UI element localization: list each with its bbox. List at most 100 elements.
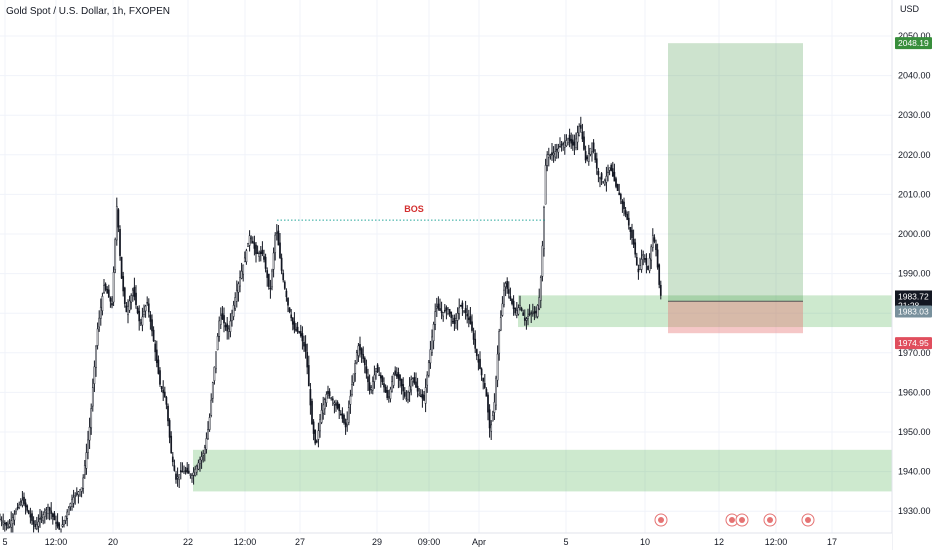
candle-body [274, 234, 277, 253]
candle-body [562, 143, 565, 145]
candle-body [235, 289, 238, 302]
candle-body [323, 399, 326, 410]
candle-body [114, 239, 117, 270]
candle-body [175, 473, 177, 480]
candle-body [216, 336, 219, 351]
candle-body [584, 151, 587, 161]
candle-body [490, 424, 493, 432]
candle-body [282, 272, 285, 281]
candle-body [157, 359, 160, 374]
candle-body [485, 389, 488, 397]
candle-body [279, 242, 281, 258]
long-position-stop-area[interactable] [668, 301, 803, 334]
us-flag-event-icon[interactable] [801, 513, 815, 527]
candle-body [298, 331, 301, 333]
price-tick-label: 2040.00 [898, 71, 931, 81]
candle-body [339, 414, 342, 416]
candle-body [99, 306, 102, 319]
candle-body [467, 317, 470, 321]
candle-body [642, 254, 645, 257]
candle-body [229, 320, 232, 332]
candle-body [128, 300, 131, 311]
us-flag-event-icon-dot [729, 517, 735, 523]
us-flag-event-icon[interactable] [725, 513, 739, 527]
candle-body [98, 317, 101, 328]
candle-body [173, 465, 176, 471]
price-tick-label: 2020.00 [898, 150, 931, 160]
time-tick-label: 27 [295, 537, 305, 547]
candle-body [367, 376, 369, 383]
candle-body [610, 164, 613, 171]
us-flag-event-icon-dot [805, 517, 811, 523]
candle-body [651, 235, 654, 248]
candle-body [586, 156, 589, 160]
long-position-target-area[interactable] [668, 43, 803, 302]
candle-body [232, 305, 235, 317]
us-flag-event-icon[interactable] [763, 513, 777, 527]
candle-body [48, 507, 51, 511]
candle-body [160, 386, 163, 389]
candle-body [67, 507, 70, 516]
us-flag-event-icon[interactable] [735, 513, 749, 527]
time-tick-label: 12:00 [234, 537, 257, 547]
candle-body [101, 296, 104, 311]
candle-body [567, 138, 569, 144]
candle-body [207, 429, 209, 440]
time-tick-label: 5 [563, 537, 568, 547]
price-axis-panel[interactable] [892, 0, 932, 550]
candle-body [544, 165, 547, 205]
candle-body [431, 336, 433, 353]
candle-body [368, 382, 371, 391]
candle-body [251, 240, 254, 244]
candle-body [253, 242, 256, 249]
candle-body [312, 421, 315, 434]
candle-body [443, 310, 446, 312]
candle-body [423, 394, 425, 401]
candle-body [322, 404, 325, 414]
lightning-event-icon[interactable] [654, 513, 668, 527]
candle-body [333, 402, 336, 405]
candle-body [315, 440, 318, 443]
candle-body [474, 338, 477, 349]
candle-body [18, 504, 21, 508]
candle-body [416, 385, 419, 392]
time-tick-label: 12:00 [765, 537, 788, 547]
candle-body [458, 307, 461, 315]
candle-body [631, 229, 633, 239]
candle-body [34, 524, 37, 527]
candle-body [221, 313, 224, 320]
candle-body [328, 391, 331, 397]
candle-body [346, 419, 349, 426]
candle-body [621, 200, 624, 204]
candle-body [519, 305, 521, 308]
candle-body [287, 297, 289, 306]
candle-body [117, 209, 120, 228]
candle-body [643, 258, 646, 260]
candle-body [111, 303, 113, 306]
candle-body [202, 453, 205, 456]
candle-body [466, 313, 469, 317]
candle-body [309, 389, 312, 406]
candle-body [421, 393, 424, 399]
candle-body [53, 513, 56, 521]
candle-body [119, 228, 121, 256]
candle-body [343, 414, 345, 424]
candle-body [355, 352, 358, 364]
candle-body [85, 452, 88, 469]
demand-zone-lower[interactable] [193, 449, 892, 492]
candle-body [463, 310, 465, 312]
candle-body [194, 468, 197, 476]
candle-body [74, 495, 77, 497]
candle-body [314, 430, 317, 444]
candle-body [11, 517, 14, 524]
candle-body [434, 311, 437, 325]
candle-body [200, 456, 203, 461]
candle-body [184, 470, 187, 472]
candle-body [311, 400, 313, 425]
candle-body [291, 317, 294, 325]
candle-body [191, 475, 193, 479]
time-axis-panel[interactable] [0, 533, 892, 550]
candle-body [555, 149, 558, 151]
demand-zone-upper[interactable] [518, 295, 892, 328]
